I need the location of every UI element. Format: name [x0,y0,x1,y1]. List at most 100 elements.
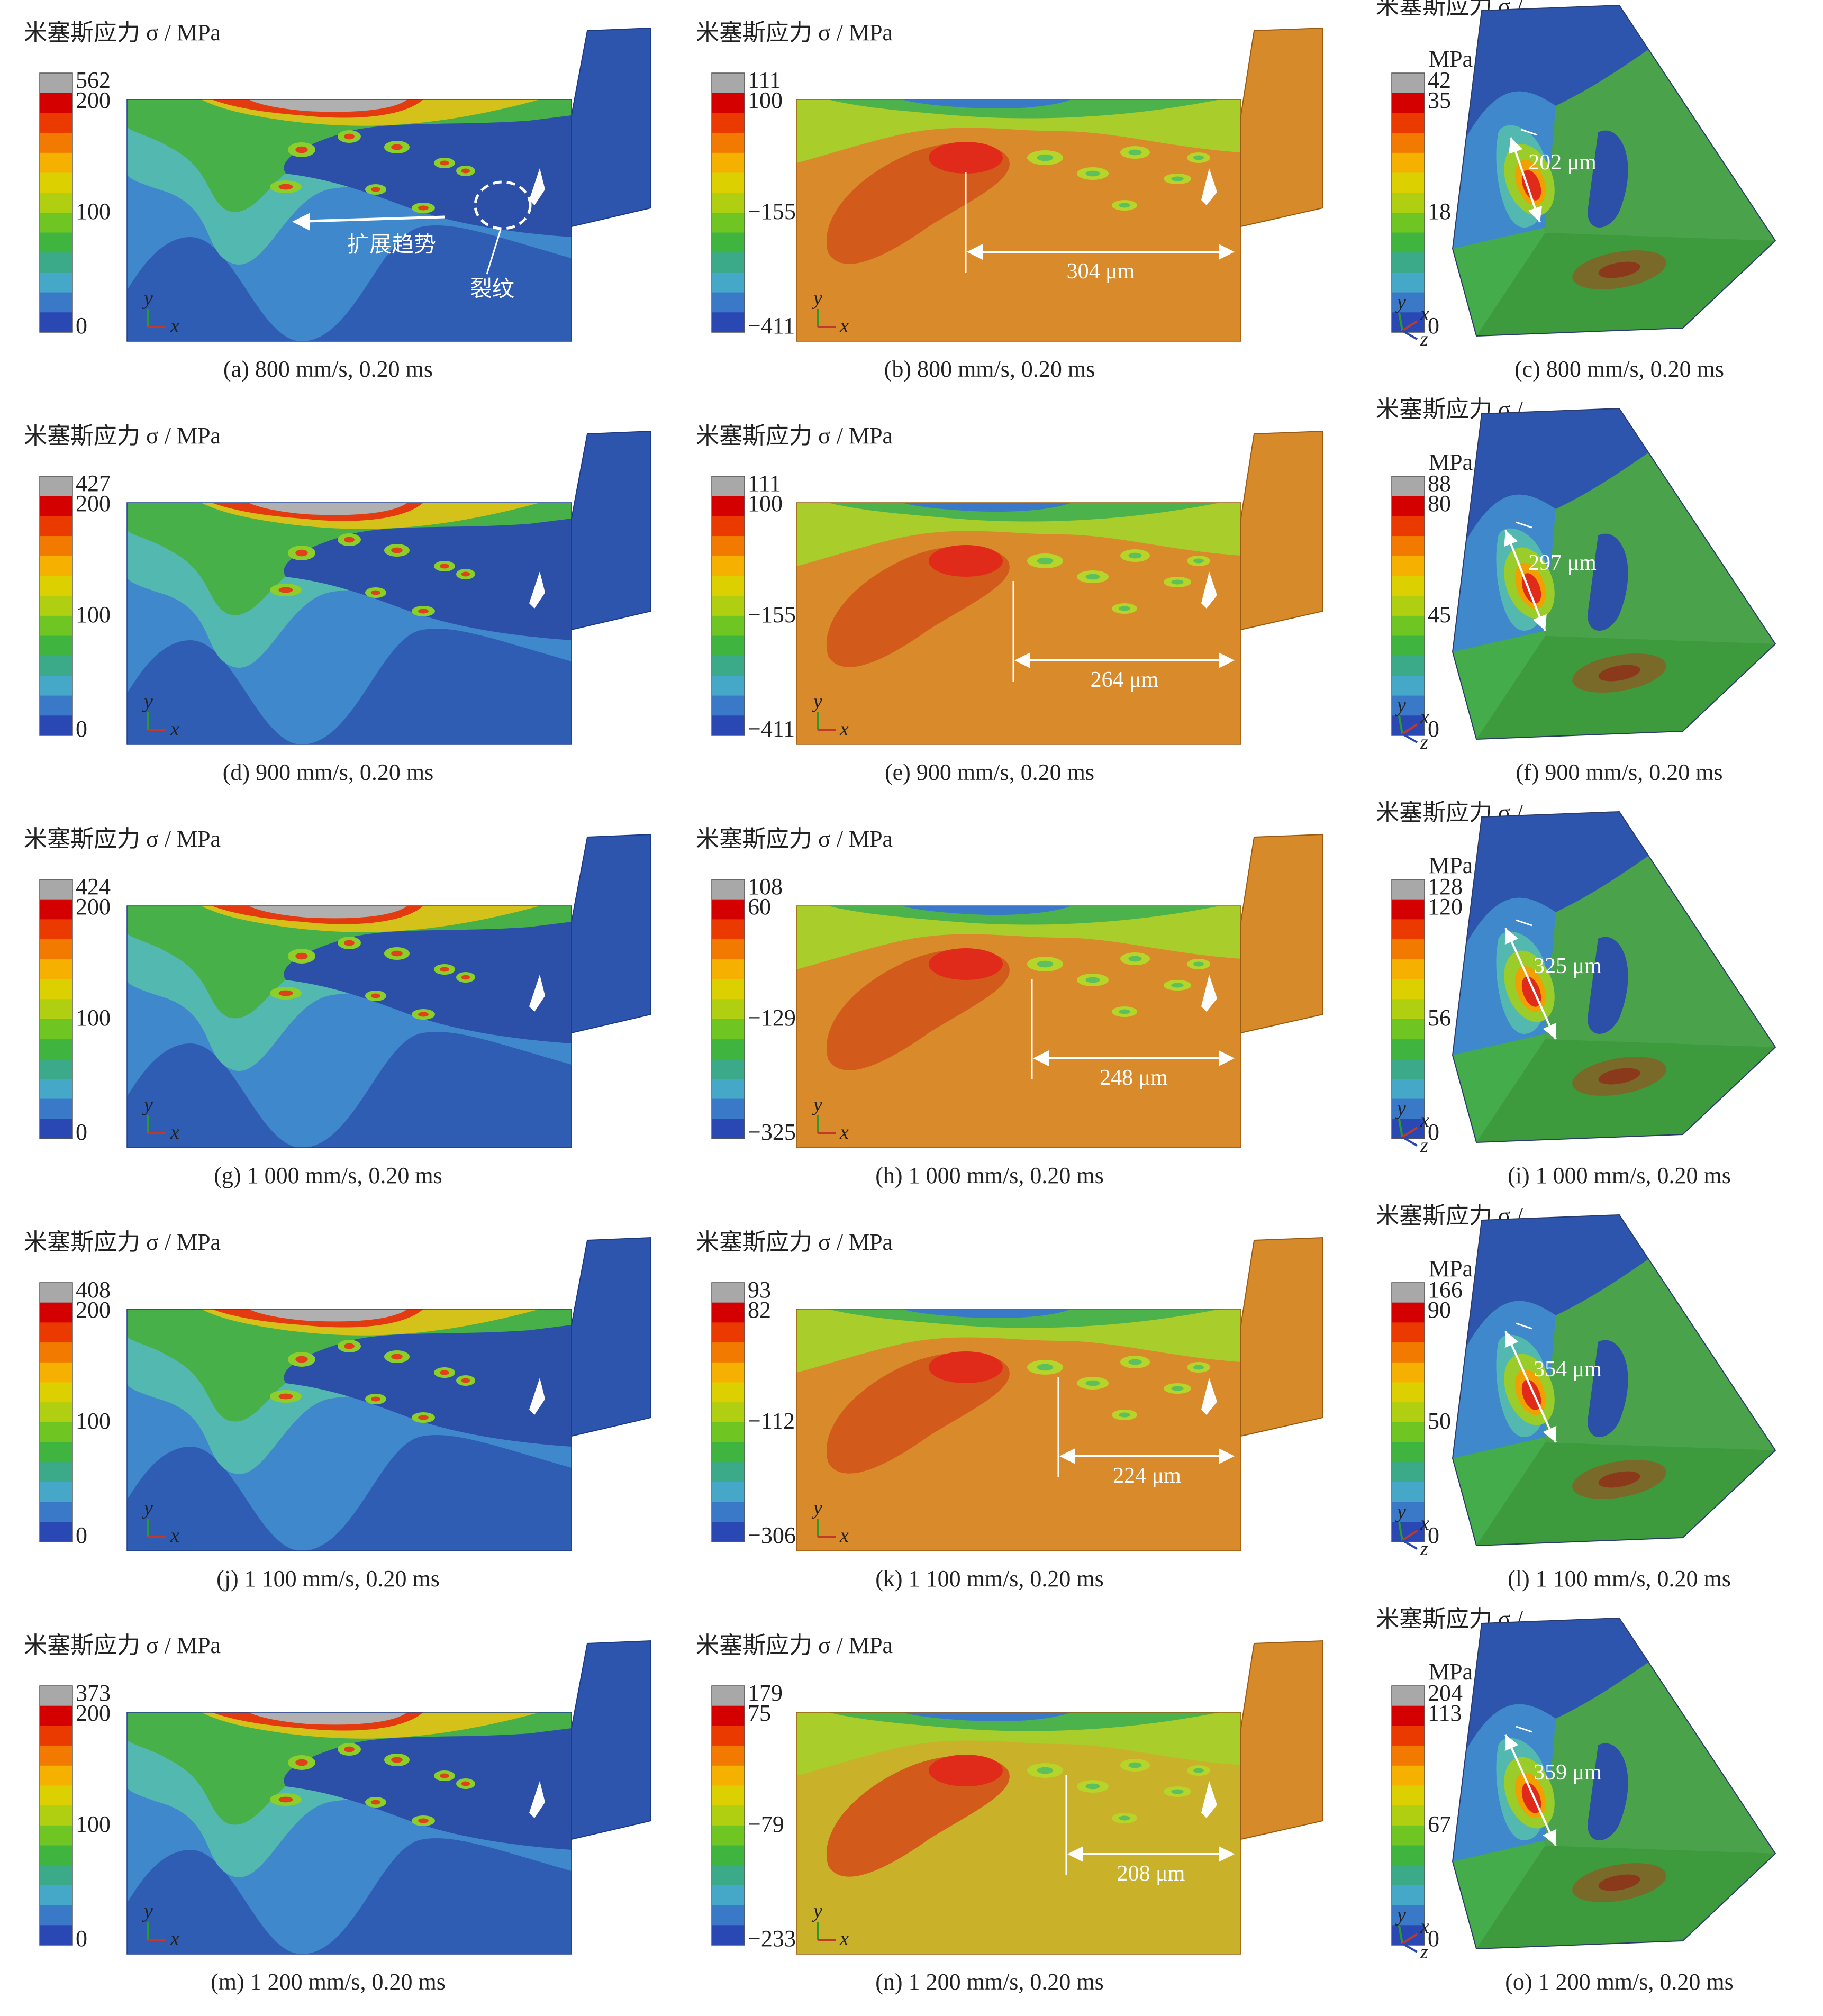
colorbar-segment [1392,1322,1425,1343]
colorbar-title: MPa [1429,1659,1473,1685]
colorbar-tick-label: 18 [1428,198,1451,224]
colorbar-segment [40,1925,72,1946]
colorbar-tick-label: 200 [76,491,111,516]
colorbar-tick-label: 200 [76,87,111,113]
colorbar-segment [1392,193,1425,213]
distance-arrow-head-start [1508,138,1523,155]
colorbar-segment [712,496,745,516]
colorbar-frame [711,72,745,333]
axis-x-label: x [1420,1109,1429,1131]
colorbar-segment [712,1705,745,1726]
distance-label: 297 μm [1528,551,1597,575]
colorbar-segment [712,1462,745,1483]
colorbar-segment [712,172,745,193]
colorbar-tick-label: 42 [1428,67,1451,93]
crack-pointer [486,229,502,275]
panel-k: 米塞斯应力 σ / MPa 93 82 −112 −306 y x 224 μm (k) 1 1… [661,1210,1323,1613]
colorbar-segment [712,1865,745,1886]
colorbar-segment [712,1039,745,1059]
colorbar-segment [1392,536,1425,557]
colorbar-segment [712,656,745,676]
colorbar-segment [40,1402,72,1423]
colorbar-segment [40,1442,72,1463]
axis-y-arrow [1398,312,1403,331]
colorbar-tick-label: 0 [76,1119,87,1145]
colorbar-tick-label: 0 [1428,1119,1439,1145]
colorbar-segment [40,899,72,920]
colorbar-segment [1392,1925,1425,1946]
distance-arrow-head-left [1059,1448,1075,1464]
colorbar-segment [712,1302,745,1323]
colorbar-segment [712,675,745,696]
colorbar-segment [1392,113,1425,133]
axis-z-label: z [1420,328,1428,350]
stress-field [127,99,572,341]
colorbar-segment [1392,1302,1425,1323]
axis-x-arrow [1401,1127,1418,1138]
colorbar-segment [1392,1442,1425,1463]
colorbar-tick-label: 373 [76,1680,111,1706]
colorbar-tick-label: 45 [1428,602,1451,628]
panel-n: 米塞斯应力 σ / MPa 179 75 −79 −233 y x 208 μm (n) 1 2… [661,1613,1323,2016]
panel-caption: (m) 1 200 mm/s, 0.20 ms [211,1969,446,1995]
colorbar-segment [712,1442,745,1463]
colorbar-segment [40,172,72,193]
distance-tick-top [1516,1322,1532,1330]
cube-outline [1452,811,1776,1143]
panel-caption: (h) 1 000 mm/s, 0.20 ms [875,1163,1103,1188]
colorbar-segment [1392,656,1425,676]
field-frame [796,1309,1241,1551]
colorbar-segment [1392,172,1425,193]
colorbar-tick-label: −155 [748,602,796,628]
colorbar-tick-label: 56 [1428,1005,1451,1031]
colorbar-segment [712,1422,745,1443]
colorbar-segment [712,1402,745,1423]
axis-y-label: y [811,1497,822,1519]
colorbar-title: MPa [1429,449,1473,475]
colorbar-segment [712,252,745,273]
stress-field [796,503,1241,744]
colorbar-segment [1392,1019,1425,1040]
panel-m: 米塞斯应力 σ / MPa 373 200 100 0 y x (m) 1 200 mm/s,… [0,1613,661,2016]
panel-caption: (n) 1 200 mm/s, 0.20 ms [875,1969,1103,1995]
colorbar-segment [1392,556,1425,576]
colorbar-tick-label: 0 [1428,716,1439,742]
panel-h: 米塞斯应力 σ / MPa 108 60 −129 −325 y x 248 μm (h) 1 … [661,806,1323,1210]
colorbar-segment [712,1925,745,1946]
colorbar-segment [40,1805,72,1826]
colorbar-tick-label: 113 [1428,1700,1462,1726]
colorbar-segment [40,1422,72,1443]
colorbar-tick-label: 108 [748,874,783,900]
colorbar-segment [1392,1805,1425,1826]
colorbar-segment [712,635,745,656]
distance-arrow-line [1510,137,1541,223]
field-frame [126,1712,572,1955]
colorbar-segment [1392,516,1425,537]
colorbar-title: 米塞斯应力 σ / MPa [24,1229,221,1255]
colorbar-tick-label: 0 [1428,313,1439,339]
colorbar-frame [1391,1685,1425,1946]
distance-arrow-head-end [1543,1829,1557,1846]
colorbar-segment [40,1785,72,1806]
colorbar-segment [40,615,72,637]
colorbar-segment [40,1522,72,1542]
colorbar-tick-label: 60 [748,894,771,920]
colorbar-segment [1392,959,1425,979]
colorbar-segment [712,899,745,920]
axis-y-label: y [1395,291,1406,313]
colorbar-segment [712,1522,745,1542]
stress-field [796,1309,1241,1551]
colorbar-segment [712,113,745,133]
panel-caption: (g) 1 000 mm/s, 0.20 ms [214,1163,442,1188]
colorbar-segment [40,999,72,1020]
axis-y-label: y [1395,1904,1406,1926]
colorbar-segment [712,1686,745,1706]
distance-tick-top [1516,919,1532,927]
colorbar-title: 米塞斯应力 σ / MPa [24,423,221,449]
axis-z-arrow [1402,733,1418,743]
axis-y-label: y [1395,694,1406,716]
colorbar-frame [1391,879,1425,1139]
axis-y-arrow [1398,715,1403,734]
colorbar-tick-label: 93 [748,1277,771,1303]
colorbar-tick-label: −112 [748,1408,795,1434]
